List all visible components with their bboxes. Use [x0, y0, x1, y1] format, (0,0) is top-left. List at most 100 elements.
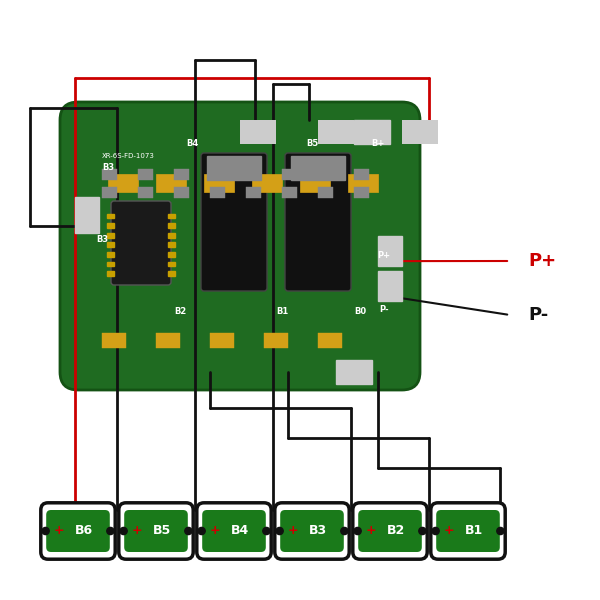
Bar: [402, 120, 438, 144]
FancyBboxPatch shape: [353, 503, 427, 559]
Bar: [354, 169, 369, 180]
FancyBboxPatch shape: [436, 510, 500, 552]
Bar: [75, 197, 99, 233]
FancyBboxPatch shape: [41, 503, 115, 559]
Text: +: +: [443, 524, 454, 538]
Bar: [107, 242, 114, 247]
Bar: [291, 156, 345, 180]
Bar: [168, 233, 175, 238]
Circle shape: [42, 527, 49, 535]
Bar: [156, 333, 180, 348]
Bar: [102, 169, 117, 180]
Text: B6: B6: [75, 524, 93, 538]
Circle shape: [432, 527, 439, 535]
Text: B2: B2: [174, 307, 186, 317]
Bar: [318, 169, 333, 180]
Circle shape: [497, 527, 504, 535]
Bar: [174, 169, 189, 180]
FancyBboxPatch shape: [201, 153, 267, 291]
Bar: [138, 187, 153, 198]
FancyBboxPatch shape: [431, 503, 505, 559]
Circle shape: [263, 527, 270, 535]
Bar: [107, 214, 114, 218]
Bar: [318, 333, 342, 348]
Text: +: +: [209, 524, 220, 538]
Bar: [207, 156, 261, 180]
Circle shape: [354, 527, 361, 535]
Bar: [252, 174, 282, 192]
Text: B3: B3: [96, 235, 108, 245]
Bar: [264, 333, 288, 348]
Bar: [240, 120, 276, 144]
Text: +: +: [53, 524, 64, 538]
Bar: [102, 333, 126, 348]
Bar: [378, 236, 402, 266]
Bar: [168, 214, 175, 218]
Text: B1: B1: [465, 524, 483, 538]
Bar: [210, 333, 234, 348]
FancyBboxPatch shape: [60, 102, 420, 390]
Bar: [354, 187, 369, 198]
Text: B3: B3: [309, 524, 327, 538]
Circle shape: [276, 527, 283, 535]
Bar: [107, 271, 114, 276]
Text: B1: B1: [276, 307, 288, 317]
Text: +: +: [287, 524, 298, 538]
Bar: [318, 120, 354, 144]
Bar: [107, 262, 114, 266]
Circle shape: [341, 527, 348, 535]
Bar: [282, 169, 297, 180]
Text: P-: P-: [528, 306, 548, 324]
Bar: [168, 252, 175, 257]
Text: B0: B0: [354, 307, 366, 317]
FancyBboxPatch shape: [275, 503, 349, 559]
Bar: [107, 223, 114, 228]
FancyBboxPatch shape: [46, 510, 110, 552]
Bar: [168, 262, 175, 266]
Text: B4: B4: [186, 139, 198, 148]
Bar: [246, 187, 261, 198]
Text: +: +: [365, 524, 376, 538]
Bar: [156, 174, 186, 192]
Bar: [138, 169, 153, 180]
Bar: [168, 271, 175, 276]
Text: +: +: [131, 524, 142, 538]
FancyBboxPatch shape: [358, 510, 422, 552]
Bar: [102, 187, 117, 198]
Bar: [318, 187, 333, 198]
FancyBboxPatch shape: [285, 153, 351, 291]
Circle shape: [120, 527, 127, 535]
Bar: [336, 360, 372, 384]
Bar: [210, 169, 225, 180]
Bar: [282, 187, 297, 198]
Bar: [174, 187, 189, 198]
FancyBboxPatch shape: [202, 510, 266, 552]
Bar: [354, 120, 390, 144]
Bar: [378, 271, 402, 301]
FancyBboxPatch shape: [119, 503, 193, 559]
Bar: [168, 223, 175, 228]
Bar: [210, 187, 225, 198]
Text: B4: B4: [231, 524, 249, 538]
Text: P-: P-: [379, 304, 389, 313]
Circle shape: [419, 527, 426, 535]
Bar: [168, 242, 175, 247]
Text: P+: P+: [528, 252, 556, 270]
Text: P+: P+: [377, 251, 391, 259]
Circle shape: [185, 527, 192, 535]
Bar: [246, 169, 261, 180]
FancyBboxPatch shape: [280, 510, 344, 552]
Bar: [300, 174, 330, 192]
Bar: [108, 174, 138, 192]
Text: B5: B5: [306, 139, 318, 148]
Circle shape: [107, 527, 114, 535]
Bar: [107, 233, 114, 238]
FancyBboxPatch shape: [124, 510, 188, 552]
Circle shape: [198, 527, 205, 535]
Text: B+: B+: [371, 139, 385, 148]
FancyBboxPatch shape: [111, 201, 171, 285]
Text: B5: B5: [153, 524, 171, 538]
Bar: [348, 174, 378, 192]
Text: B3: B3: [102, 163, 114, 173]
Bar: [107, 252, 114, 257]
